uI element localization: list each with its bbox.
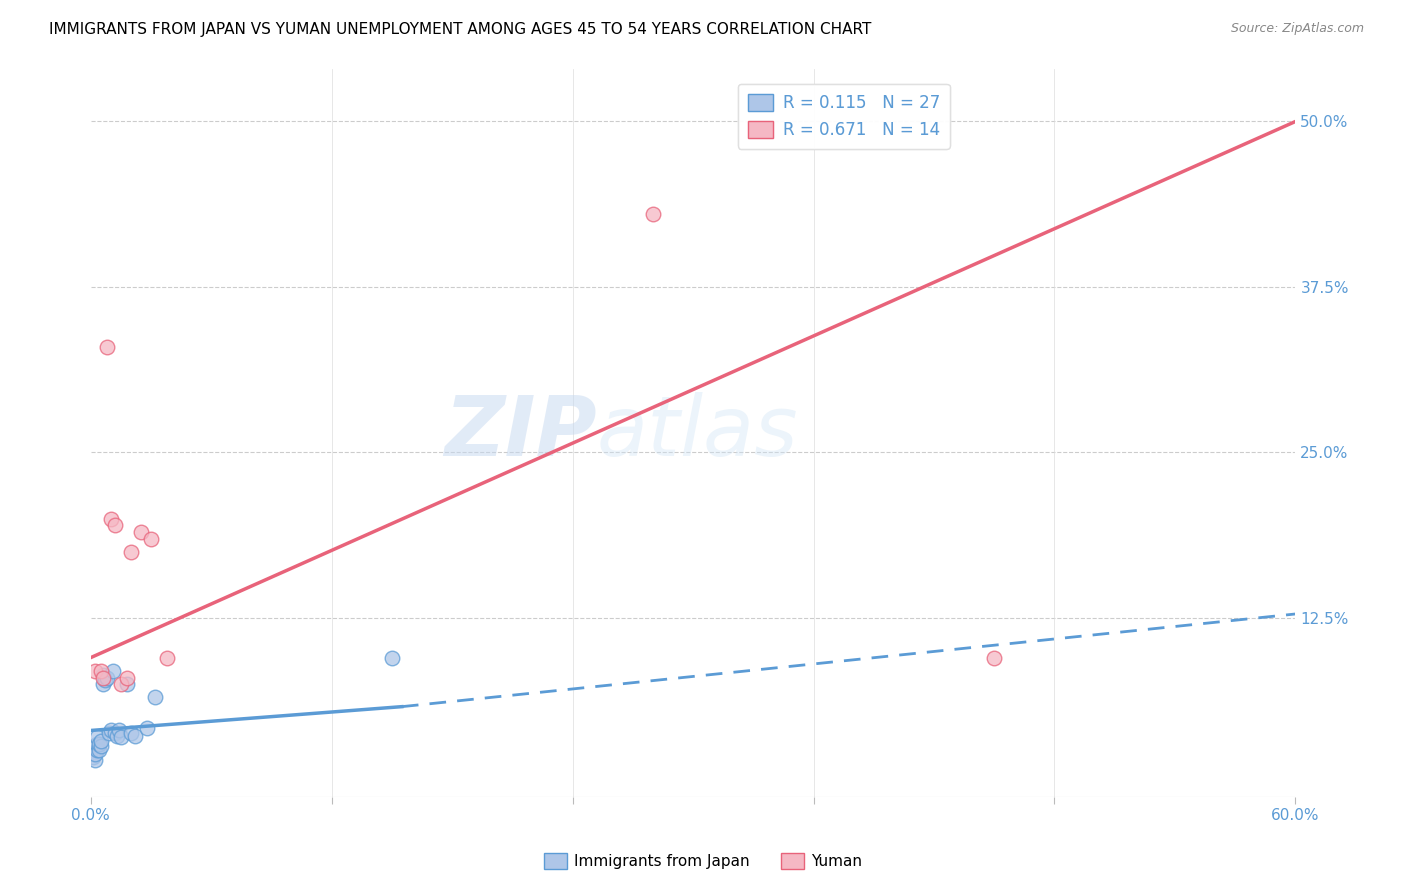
Point [104,518,127,533]
Legend: R = 0.115   N = 27, R = 0.671   N = 14: R = 0.115 N = 27, R = 0.671 N = 14 [738,84,950,149]
Legend: Immigrants from Japan, Yuman: Immigrants from Japan, Yuman [537,847,869,875]
Point [641,207,664,221]
Point [91,671,114,685]
Point [110,677,132,691]
Point [120,545,142,559]
Point [120,726,142,740]
Point [91,668,114,682]
Point [100,511,122,525]
Point [107,723,129,738]
Point [100,723,122,738]
Point [135,721,157,735]
Text: atlas: atlas [596,392,799,473]
Point [381,650,404,665]
Point [115,677,138,691]
Point [96,671,118,685]
Point [983,650,1005,665]
Point [90,734,112,748]
Point [93,673,115,688]
Point [83,664,105,678]
Point [83,747,105,762]
Point [91,677,114,691]
Point [129,524,152,539]
Point [110,730,132,744]
Text: ZIP: ZIP [444,392,596,473]
Point [143,690,166,705]
Point [82,750,104,764]
Point [156,650,179,665]
Text: IMMIGRANTS FROM JAPAN VS YUMAN UNEMPLOYMENT AMONG AGES 45 TO 54 YEARS CORRELATIO: IMMIGRANTS FROM JAPAN VS YUMAN UNEMPLOYM… [49,22,872,37]
Point [101,664,124,678]
Point [105,729,128,743]
Point [83,753,105,767]
Point [90,739,112,754]
Point [87,737,110,751]
Point [97,726,120,740]
Text: Source: ZipAtlas.com: Source: ZipAtlas.com [1230,22,1364,36]
Point [139,532,162,546]
Point [124,729,146,743]
Point [104,726,127,740]
Point [86,737,108,751]
Point [86,730,108,744]
Point [90,664,112,678]
Point [86,743,108,757]
Point [96,340,118,354]
Point [115,671,138,685]
Point [87,743,110,757]
